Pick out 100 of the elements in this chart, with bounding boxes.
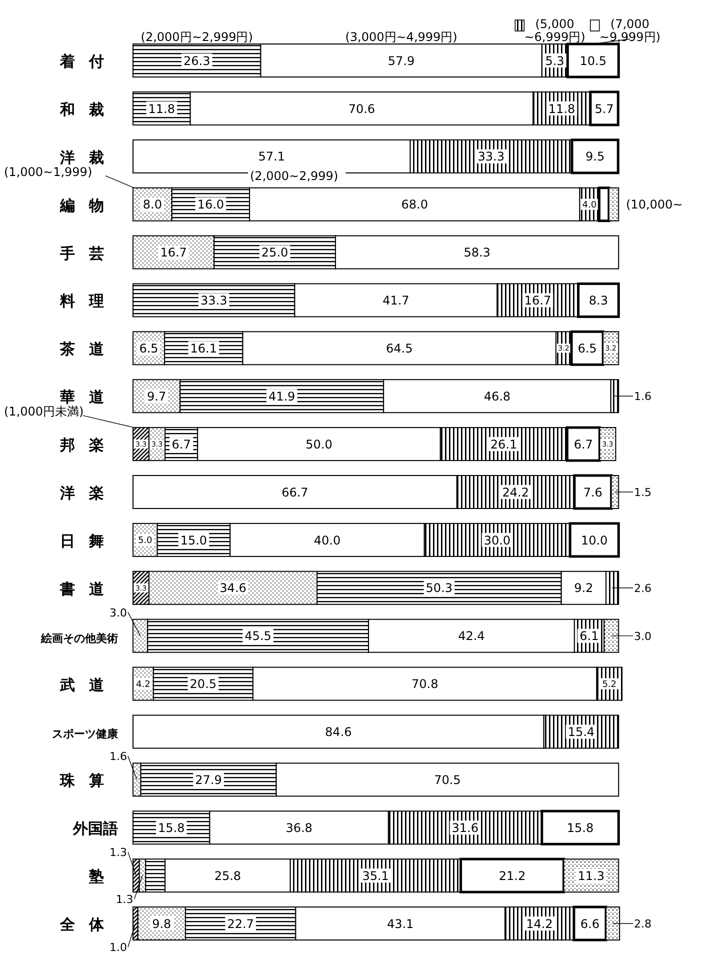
y-tick-label: 書道 <box>59 580 118 598</box>
data-label: 1.0 <box>110 941 127 954</box>
data-label: 14.2 <box>526 916 553 931</box>
data-label: 24.2 <box>502 485 530 500</box>
data-label: 50.0 <box>306 437 332 452</box>
y-tick-label: スポーツ健康 <box>52 728 119 741</box>
data-label: 25.8 <box>214 868 242 883</box>
data-label: 6.5 <box>139 341 158 356</box>
data-label: 8.0 <box>142 198 162 212</box>
y-tick-label: 和裁 <box>59 100 118 118</box>
data-label: 10.0 <box>580 533 608 548</box>
data-label: 3.0 <box>110 606 127 620</box>
y-tick-label: 絵画その他美術 <box>40 632 118 645</box>
data-label: 5.3 <box>545 54 564 68</box>
data-label: 9.5 <box>586 150 605 164</box>
y-tick-label: 塾 <box>88 868 118 886</box>
data-label: 16.7 <box>160 246 187 260</box>
data-label: 34.6 <box>220 581 246 596</box>
data-label: 3.0 <box>634 630 652 643</box>
y-tick-label: 手芸 <box>59 244 118 262</box>
data-label: 6.5 <box>578 341 597 356</box>
y-tick-label: 着付 <box>59 52 118 70</box>
data-label: 5.2 <box>602 680 617 690</box>
data-label: 35.1 <box>362 868 389 883</box>
data-label: 64.5 <box>386 341 413 356</box>
data-label: 1.6 <box>110 750 127 764</box>
data-label: 1.6 <box>634 390 652 404</box>
data-label: 8.3 <box>588 294 608 308</box>
data-label: 33.3 <box>478 150 504 164</box>
data-label: 70.5 <box>434 772 461 787</box>
data-label: 16.0 <box>197 198 224 212</box>
y-tick-label: 洋裁 <box>59 148 118 166</box>
data-label: 26.3 <box>183 54 210 68</box>
data-label: 70.6 <box>348 102 376 116</box>
data-label: 11.8 <box>148 102 176 116</box>
data-label: 21.2 <box>498 868 526 883</box>
data-label: 5.7 <box>594 102 614 116</box>
text: (1,000~1,999) <box>4 164 92 179</box>
data-label: 1.3 <box>110 846 127 860</box>
data-label: 25.0 <box>261 246 288 260</box>
data-label: 2.6 <box>634 582 652 595</box>
data-label: 6.1 <box>580 629 599 644</box>
data-label: 50.3 <box>426 581 453 596</box>
data-label: 42.4 <box>458 629 485 644</box>
y-tick-label: 編物 <box>59 196 118 214</box>
data-label: 6.7 <box>574 437 593 452</box>
data-label: 26.1 <box>490 437 518 452</box>
data-label: 66.7 <box>282 485 308 500</box>
y-tick-label: 洋楽 <box>59 484 118 502</box>
data-label: 27.9 <box>195 772 222 787</box>
data-label: 33.3 <box>200 294 228 308</box>
data-label: 9.8 <box>152 916 172 931</box>
data-label: 9.2 <box>574 581 594 596</box>
data-label: 1.5 <box>634 486 652 499</box>
data-label: 57.9 <box>388 54 415 68</box>
y-tick-label: 全体 <box>59 916 118 934</box>
data-label: 58.3 <box>464 246 490 260</box>
data-label: 16.1 <box>190 341 218 356</box>
series-label: (2,000円~2,999円) <box>140 30 253 44</box>
data-label: 6.7 <box>172 437 191 452</box>
data-label: 2.8 <box>634 918 652 930</box>
data-label: 70.8 <box>411 677 438 692</box>
y-tick-label: 邦楽 <box>59 436 118 454</box>
data-label: 36.8 <box>286 820 312 835</box>
data-label: 4.2 <box>136 680 150 690</box>
y-tick-label: 華道 <box>59 388 118 406</box>
data-label: 15.0 <box>180 533 208 548</box>
text: (1,000円未満) <box>4 404 84 419</box>
data-label: 15.8 <box>158 820 185 835</box>
data-label: 41.7 <box>382 294 410 308</box>
data-label: 31.6 <box>452 820 479 835</box>
y-tick-label: 武道 <box>59 676 118 694</box>
data-label: 16.7 <box>524 294 552 308</box>
data-label: 1.3 <box>116 893 134 906</box>
data-label: 5.0 <box>138 536 153 546</box>
annotation: (2,000~2,999) <box>250 168 338 183</box>
legend-label: (7,000 ~9,999円) <box>599 17 660 44</box>
series-label: (10,000~ <box>626 197 683 212</box>
y-tick-label: 茶道 <box>59 340 118 358</box>
legend-label: (5,000 ~6,999円) <box>524 17 586 44</box>
y-tick-label: 外国語 <box>72 820 118 838</box>
data-label: 10.5 <box>580 54 606 68</box>
y-tick-label: 珠算 <box>59 772 118 790</box>
series-label: (3,000円~4,999円) <box>345 30 458 44</box>
data-label: 22.7 <box>227 916 254 931</box>
data-label: 57.1 <box>258 150 285 164</box>
y-tick-label: 料理 <box>59 292 118 310</box>
data-label: 20.5 <box>190 677 217 692</box>
data-label: 15.4 <box>568 725 595 740</box>
data-label: 9.7 <box>147 389 166 404</box>
data-label: 46.8 <box>484 389 511 404</box>
data-label: 7.6 <box>583 485 602 500</box>
data-label: 4.0 <box>582 200 597 211</box>
data-label: 43.1 <box>386 916 414 931</box>
y-tick-label: 日舞 <box>60 532 118 550</box>
data-label: 11.8 <box>548 102 576 116</box>
data-label: 11.3 <box>578 868 605 883</box>
data-label: 15.8 <box>566 820 594 835</box>
data-label: 45.5 <box>244 629 272 644</box>
data-label: 6.6 <box>580 916 600 931</box>
